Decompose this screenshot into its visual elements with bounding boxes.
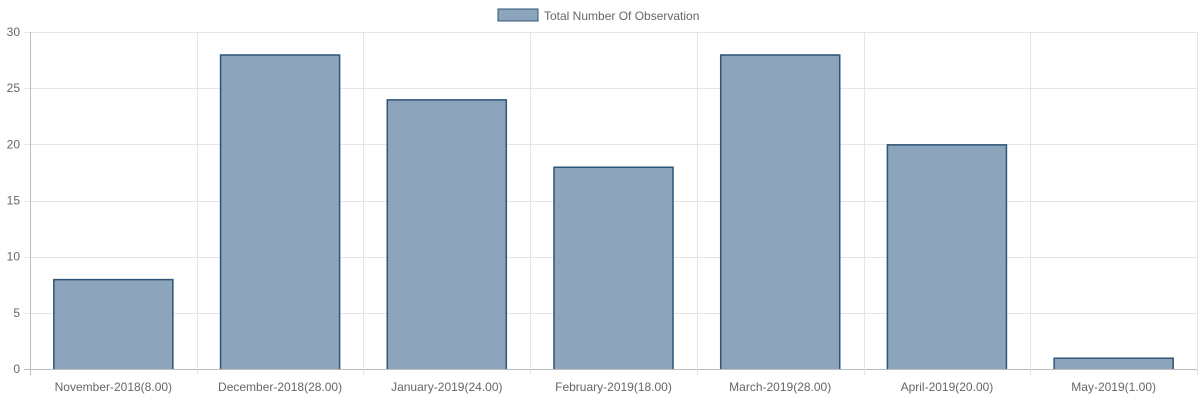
x-tick-label: April-2019(20.00) bbox=[901, 380, 994, 394]
x-tick-label: December-2018(28.00) bbox=[218, 380, 342, 394]
bar[interactable] bbox=[53, 279, 174, 369]
legend[interactable]: Total Number Of Observation bbox=[497, 8, 699, 23]
bar[interactable] bbox=[886, 144, 1007, 369]
bar-border bbox=[219, 54, 341, 369]
y-tick-label: 25 bbox=[7, 81, 21, 95]
y-tick-label: 0 bbox=[13, 362, 20, 376]
grid bbox=[24, 32, 1198, 375]
x-tick-label: November-2018(8.00) bbox=[55, 380, 172, 394]
legend-label: Total Number Of Observation bbox=[544, 9, 699, 23]
bar-border bbox=[1053, 357, 1174, 369]
bar-border bbox=[719, 54, 841, 369]
x-axis: November-2018(8.00) December-2018(28.00) J… bbox=[55, 380, 1156, 394]
bar[interactable] bbox=[386, 99, 507, 370]
y-tick-label: 20 bbox=[7, 137, 21, 151]
y-axis: 0 5 10 15 20 25 30 bbox=[7, 25, 21, 376]
bar[interactable] bbox=[553, 166, 674, 369]
bar-border bbox=[386, 99, 508, 369]
bar-border bbox=[53, 278, 174, 369]
y-tick-label: 30 bbox=[7, 25, 21, 39]
x-tick-label: March-2019(28.00) bbox=[729, 380, 831, 394]
bars bbox=[53, 54, 1174, 370]
x-tick-label: February-2019(18.00) bbox=[555, 380, 672, 394]
bar-border bbox=[886, 144, 1008, 369]
x-tick-label: May-2019(1.00) bbox=[1071, 380, 1156, 394]
bar[interactable] bbox=[1053, 357, 1174, 369]
y-tick-label: 15 bbox=[7, 194, 21, 208]
legend-swatch bbox=[497, 8, 539, 22]
bar-border bbox=[553, 166, 674, 369]
bar[interactable] bbox=[720, 54, 841, 369]
y-tick-label: 10 bbox=[7, 250, 21, 264]
y-tick-label: 5 bbox=[13, 306, 20, 320]
bar[interactable] bbox=[220, 54, 341, 369]
x-tick-label: January-2019(24.00) bbox=[391, 380, 502, 394]
